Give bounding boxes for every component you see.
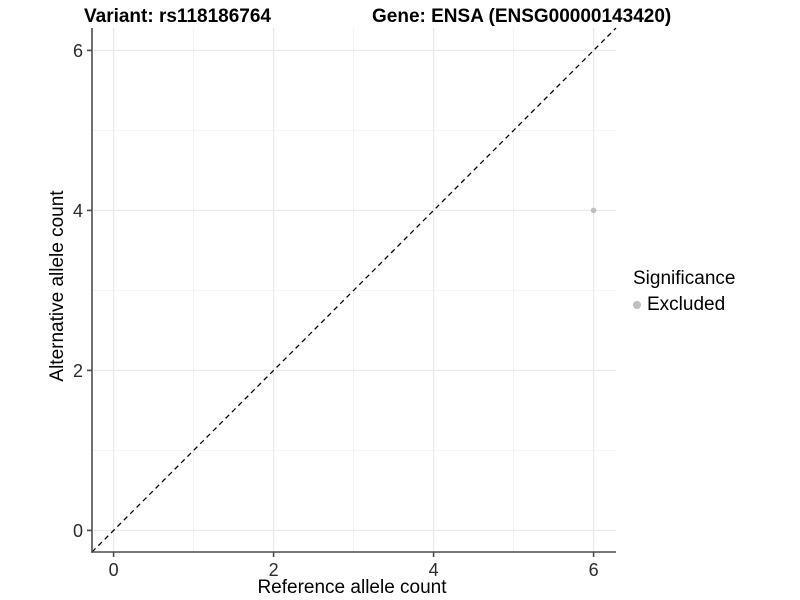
x-tick-label: 0 [109, 560, 119, 580]
identity-reference-line [91, 27, 617, 553]
plot-title-variant: Variant: rs118186764 [84, 6, 271, 27]
data-point [590, 207, 597, 214]
legend: Significance Excluded [633, 268, 735, 316]
x-tick-label: 4 [429, 560, 439, 580]
legend-item-label: Excluded [647, 293, 726, 315]
y-axis-title: Alternative allele count [47, 190, 68, 382]
x-axis-title: Reference allele count [257, 577, 447, 598]
legend-point-icon [633, 300, 641, 309]
x-tick-label: 6 [589, 560, 599, 580]
y-tick-label: 2 [73, 361, 83, 381]
y-tick-label: 6 [73, 41, 83, 61]
x-tick-label: 2 [269, 560, 279, 580]
legend-title: Significance [633, 268, 736, 289]
y-tick-label: 4 [73, 201, 83, 221]
plot-title-gene: Gene: ENSA (ENSG00000143420) [372, 6, 672, 27]
legend-item-excluded: Excluded [633, 294, 735, 316]
y-tick-label: 0 [73, 521, 83, 541]
